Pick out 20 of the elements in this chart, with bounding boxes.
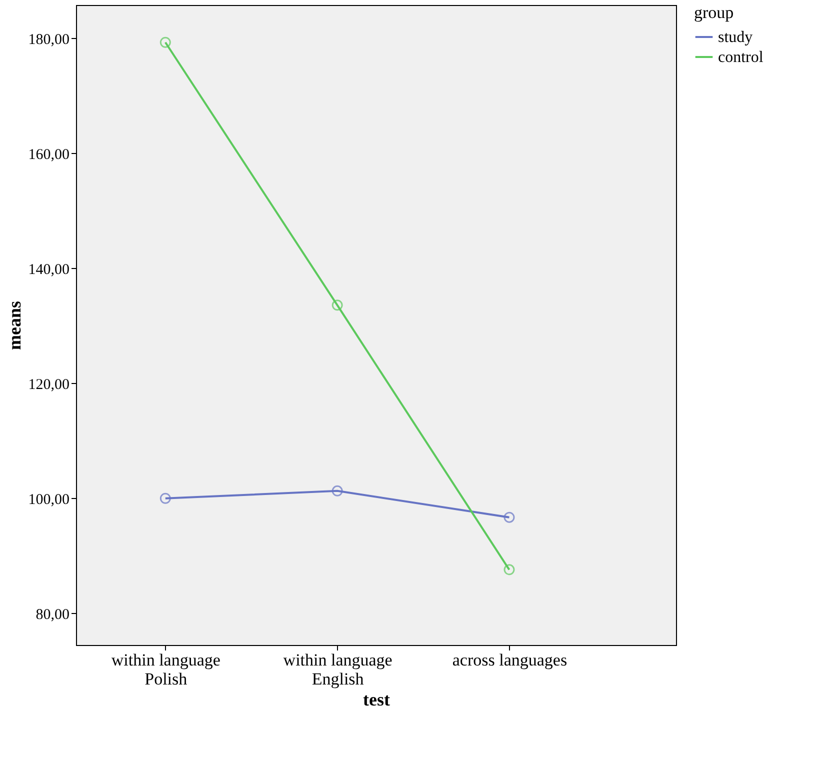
point (504, 512, 515, 523)
y-tick-label: 140,00 (28, 262, 70, 278)
y-tick-label: 120,00 (28, 376, 70, 393)
point (160, 492, 171, 504)
legend-label: study (718, 29, 753, 46)
y-tick-label: 160,00 (28, 146, 70, 163)
legend-title: group (694, 3, 734, 22)
x-tick-label: within language Polish (111, 650, 220, 688)
legend-label: control (718, 49, 764, 66)
point (160, 36, 171, 48)
x-tick-label: across languages (452, 650, 568, 670)
x-tick-label: within language English (283, 650, 392, 688)
point (504, 564, 515, 576)
y-axis-title: means (4, 301, 24, 350)
y-tick-label: 100,00 (28, 492, 70, 508)
y-tick-label: 180,00 (28, 32, 70, 48)
point (332, 485, 343, 496)
y-tick-label: 80,00 (36, 606, 70, 623)
point (332, 300, 343, 311)
x-axis-title: test (363, 690, 390, 710)
